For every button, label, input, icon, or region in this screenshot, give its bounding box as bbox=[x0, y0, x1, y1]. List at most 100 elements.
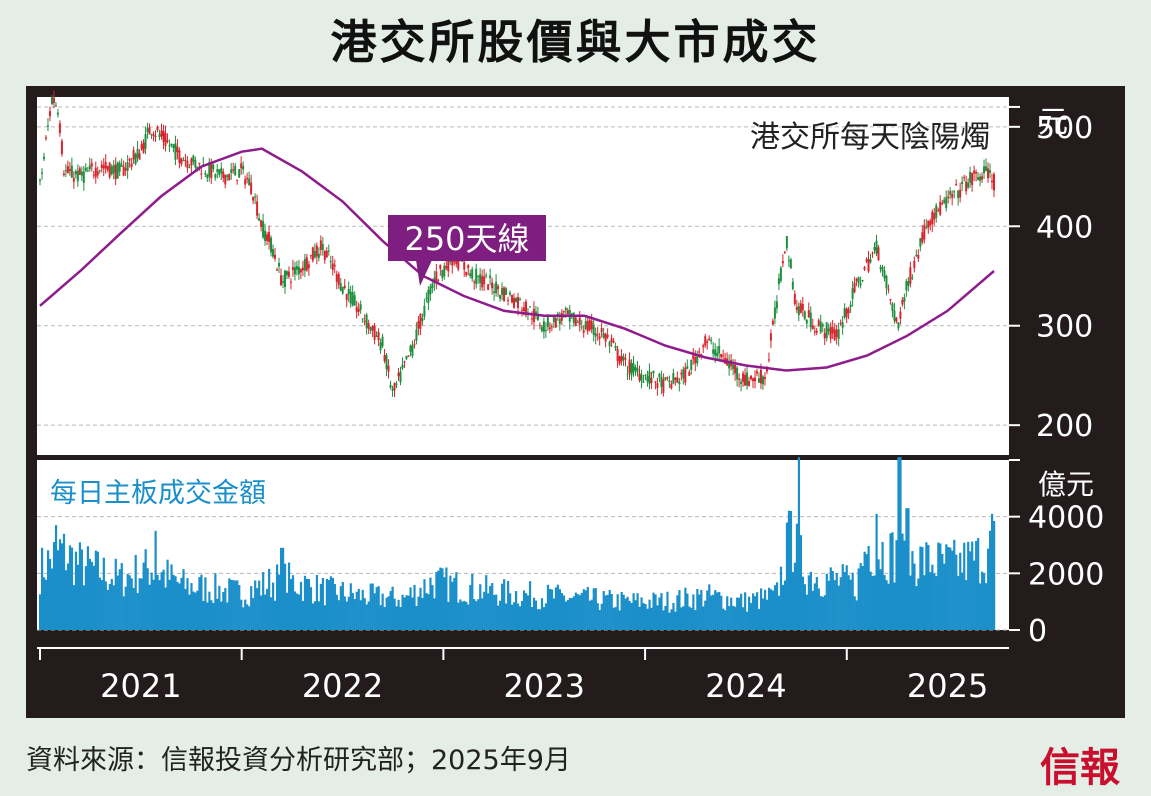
volume-bar bbox=[258, 580, 261, 630]
candle bbox=[58, 120, 61, 137]
candle bbox=[240, 156, 243, 175]
candle-body bbox=[604, 333, 607, 342]
volume-bar bbox=[427, 594, 430, 630]
candle-body bbox=[807, 310, 810, 318]
candle-body bbox=[971, 172, 974, 186]
volume-bar bbox=[951, 550, 954, 630]
candle-body bbox=[64, 170, 67, 172]
candle-body bbox=[447, 254, 450, 272]
volume-bar bbox=[789, 511, 793, 630]
candle bbox=[905, 278, 908, 297]
volume-bar bbox=[793, 562, 797, 630]
volume-bar bbox=[479, 584, 482, 630]
candle bbox=[403, 360, 406, 368]
candle-body bbox=[291, 267, 294, 270]
candle-body bbox=[869, 259, 872, 263]
candle bbox=[781, 254, 784, 268]
candle-body bbox=[686, 366, 689, 369]
x-tick-label: 2025 bbox=[907, 667, 988, 705]
candle-body bbox=[98, 170, 101, 172]
volume-bar bbox=[118, 569, 121, 630]
volume-bar bbox=[674, 611, 677, 630]
candle bbox=[473, 279, 476, 290]
volume-bar bbox=[550, 589, 554, 630]
candle-body bbox=[652, 370, 655, 374]
volume-bar bbox=[805, 594, 808, 630]
volume-bar bbox=[268, 568, 271, 630]
candle-body bbox=[126, 162, 129, 171]
candle-body bbox=[477, 275, 480, 277]
candle bbox=[172, 144, 175, 153]
volume-bar bbox=[264, 594, 267, 630]
candle-body bbox=[80, 171, 83, 176]
candle-body bbox=[409, 345, 412, 352]
volume-bar bbox=[236, 580, 239, 630]
volume-bar bbox=[431, 585, 434, 630]
candle-body bbox=[624, 358, 627, 360]
candle bbox=[658, 372, 661, 383]
candle-body bbox=[827, 328, 830, 332]
candle-body bbox=[698, 351, 701, 353]
candle bbox=[244, 175, 247, 189]
volume-bar bbox=[750, 602, 753, 630]
volume-bar bbox=[684, 587, 687, 630]
volume-bar bbox=[44, 579, 48, 630]
price-tick-label: 500 bbox=[1036, 111, 1093, 146]
candle-body bbox=[443, 265, 446, 277]
candle-body bbox=[499, 295, 502, 299]
candle bbox=[718, 338, 721, 361]
candle-body bbox=[584, 321, 587, 329]
candle bbox=[857, 276, 860, 288]
volume-bar bbox=[341, 581, 344, 630]
candle bbox=[305, 254, 308, 272]
candle bbox=[656, 377, 659, 396]
candle-body bbox=[307, 264, 310, 269]
candle-body bbox=[855, 278, 858, 281]
candle-body bbox=[801, 304, 804, 311]
candle-body bbox=[736, 367, 739, 380]
candle bbox=[642, 374, 645, 383]
candle bbox=[584, 316, 587, 331]
candle bbox=[60, 138, 63, 157]
volume-bar bbox=[761, 598, 765, 630]
candle bbox=[375, 331, 378, 337]
candle bbox=[66, 160, 69, 174]
candle-body bbox=[843, 308, 846, 318]
candle bbox=[194, 156, 197, 170]
candle bbox=[929, 218, 932, 231]
candle bbox=[371, 324, 374, 337]
candle-body bbox=[465, 271, 468, 276]
candle-body bbox=[495, 281, 498, 294]
candle-body bbox=[740, 381, 743, 385]
candle-body bbox=[353, 295, 356, 306]
candle-body bbox=[937, 209, 940, 211]
volume-bar bbox=[538, 609, 542, 630]
volume-bar bbox=[507, 581, 510, 630]
candle bbox=[266, 231, 269, 246]
volume-bar bbox=[136, 593, 139, 630]
candle-body bbox=[228, 174, 231, 181]
candle-body bbox=[879, 267, 882, 269]
candle-body bbox=[214, 174, 217, 178]
volume-bar bbox=[441, 568, 444, 630]
candle bbox=[140, 140, 143, 151]
candle bbox=[606, 328, 609, 340]
candle-body bbox=[293, 267, 296, 275]
candle bbox=[672, 368, 675, 385]
candle bbox=[329, 255, 332, 269]
candle-body bbox=[355, 306, 358, 312]
volume-bar bbox=[158, 580, 161, 630]
volume-bar bbox=[405, 595, 408, 630]
volume-bar bbox=[588, 600, 591, 630]
candle-body bbox=[248, 178, 251, 186]
candle-body bbox=[343, 285, 346, 288]
volume-bar bbox=[274, 600, 277, 630]
candle bbox=[435, 263, 438, 290]
volume-bar bbox=[853, 596, 856, 630]
candle-body bbox=[297, 266, 300, 275]
candle bbox=[236, 179, 239, 185]
candle bbox=[142, 139, 145, 154]
candle-body bbox=[945, 197, 948, 209]
candle bbox=[301, 260, 304, 277]
candle-body bbox=[915, 254, 918, 256]
